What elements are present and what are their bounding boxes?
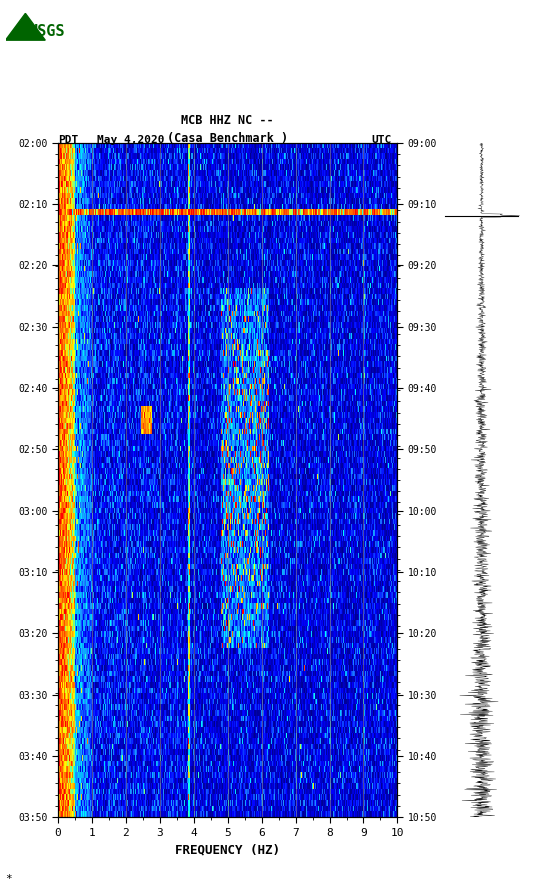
Text: UTC: UTC bbox=[371, 135, 392, 145]
X-axis label: FREQUENCY (HZ): FREQUENCY (HZ) bbox=[175, 843, 280, 856]
Text: (Casa Benchmark ): (Casa Benchmark ) bbox=[167, 131, 288, 145]
Text: MCB HHZ NC --: MCB HHZ NC -- bbox=[182, 113, 274, 127]
Text: May 4,2020: May 4,2020 bbox=[97, 135, 164, 145]
Text: USGS: USGS bbox=[29, 24, 65, 38]
Text: *: * bbox=[6, 874, 12, 884]
Polygon shape bbox=[6, 13, 45, 40]
Text: PDT: PDT bbox=[58, 135, 78, 145]
